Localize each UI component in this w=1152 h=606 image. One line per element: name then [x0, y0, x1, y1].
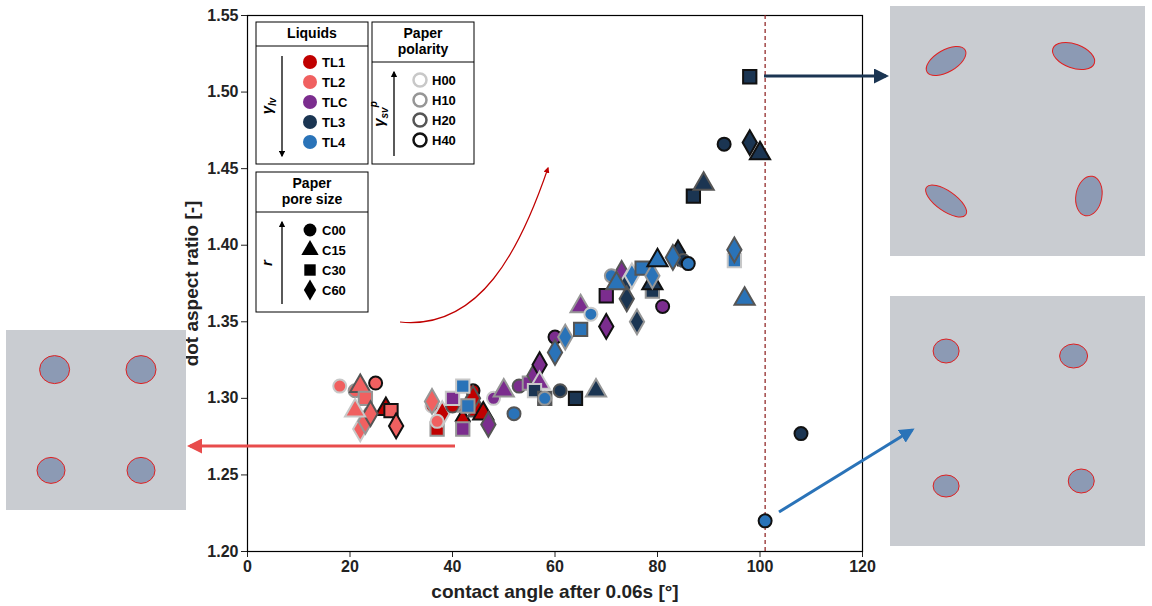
svg-text:100: 100 [747, 558, 774, 575]
svg-text:contact angle after 0.06s [°]: contact angle after 0.06s [°] [431, 581, 678, 602]
svg-text:1.35: 1.35 [207, 313, 238, 330]
svg-text:C15: C15 [322, 243, 346, 258]
svg-text:1.20: 1.20 [207, 543, 238, 560]
svg-text:1.25: 1.25 [207, 466, 238, 483]
svg-text:C30: C30 [322, 263, 346, 278]
svg-text:1.30: 1.30 [207, 389, 238, 406]
svg-text:H20: H20 [432, 113, 456, 128]
svg-text:H10: H10 [432, 93, 456, 108]
svg-text:TL4: TL4 [322, 135, 346, 150]
svg-text:1.40: 1.40 [207, 236, 238, 253]
svg-text:TLC: TLC [322, 95, 348, 110]
svg-text:20: 20 [341, 558, 359, 575]
svg-text:Paper: Paper [293, 175, 332, 191]
svg-text:TL3: TL3 [322, 115, 345, 130]
svg-text:TL2: TL2 [322, 75, 345, 90]
svg-text:pore size: pore size [282, 191, 343, 207]
svg-text:γsvp: γsvp [368, 101, 390, 127]
svg-text:Paper: Paper [404, 25, 443, 41]
svg-text:0: 0 [243, 558, 252, 575]
svg-text:1.45: 1.45 [207, 160, 238, 177]
svg-text:H40: H40 [432, 133, 456, 148]
svg-text:40: 40 [444, 558, 462, 575]
svg-text:80: 80 [649, 558, 667, 575]
svg-text:polarity: polarity [398, 41, 449, 57]
svg-text:C00: C00 [322, 223, 346, 238]
svg-text:dot aspect ratio [-]: dot aspect ratio [-] [181, 201, 202, 367]
svg-text:120: 120 [849, 558, 876, 575]
svg-text:γlv: γlv [258, 96, 278, 114]
svg-text:60: 60 [546, 558, 564, 575]
svg-text:1.55: 1.55 [207, 7, 238, 24]
svg-text:H00: H00 [432, 73, 456, 88]
svg-text:TL1: TL1 [322, 55, 345, 70]
svg-text:r: r [258, 259, 275, 266]
svg-text:1.50: 1.50 [207, 83, 238, 100]
svg-text:C60: C60 [322, 283, 346, 298]
svg-text:Liquids: Liquids [287, 25, 337, 41]
